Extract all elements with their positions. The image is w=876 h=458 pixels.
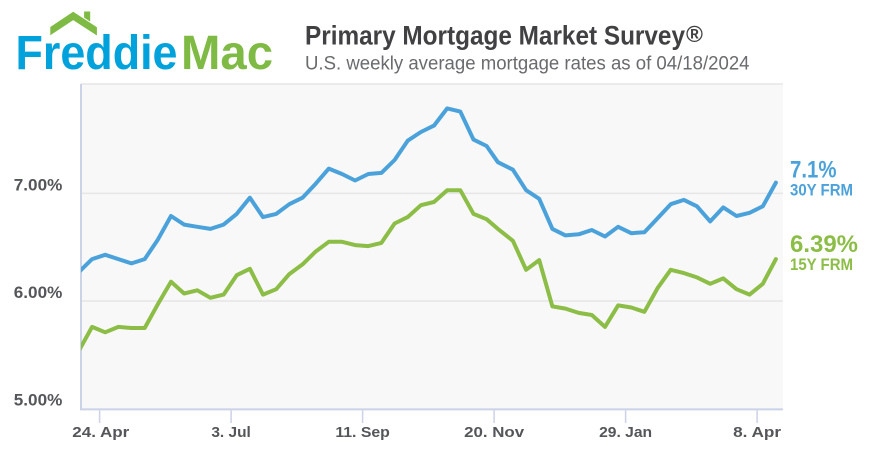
svg-text:29. Jan: 29. Jan bbox=[599, 424, 652, 441]
svg-text:6.00%: 6.00% bbox=[14, 283, 63, 302]
svg-text:5.00%: 5.00% bbox=[14, 391, 63, 410]
svg-text:11. Sep: 11. Sep bbox=[335, 424, 390, 441]
svg-text:6.39%: 6.39% bbox=[790, 231, 858, 258]
svg-text:7.00%: 7.00% bbox=[14, 175, 63, 194]
svg-text:20. Nov: 20. Nov bbox=[464, 424, 525, 441]
svg-text:Freddie: Freddie bbox=[16, 27, 178, 80]
svg-text:30Y FRM: 30Y FRM bbox=[790, 182, 853, 200]
svg-text:3. Jul: 3. Jul bbox=[211, 424, 251, 441]
svg-text:15Y FRM: 15Y FRM bbox=[790, 256, 853, 274]
svg-text:®: ® bbox=[686, 21, 703, 47]
svg-text:8. Apr: 8. Apr bbox=[733, 424, 781, 441]
svg-text:U.S. weekly average mortgage r: U.S. weekly average mortgage rates as of… bbox=[305, 54, 750, 75]
svg-text:Mac: Mac bbox=[181, 27, 273, 80]
svg-text:Primary Mortgage Market Survey: Primary Mortgage Market Survey bbox=[305, 21, 685, 51]
svg-text:24. Apr: 24. Apr bbox=[72, 424, 129, 441]
svg-text:7.1%: 7.1% bbox=[790, 157, 837, 184]
